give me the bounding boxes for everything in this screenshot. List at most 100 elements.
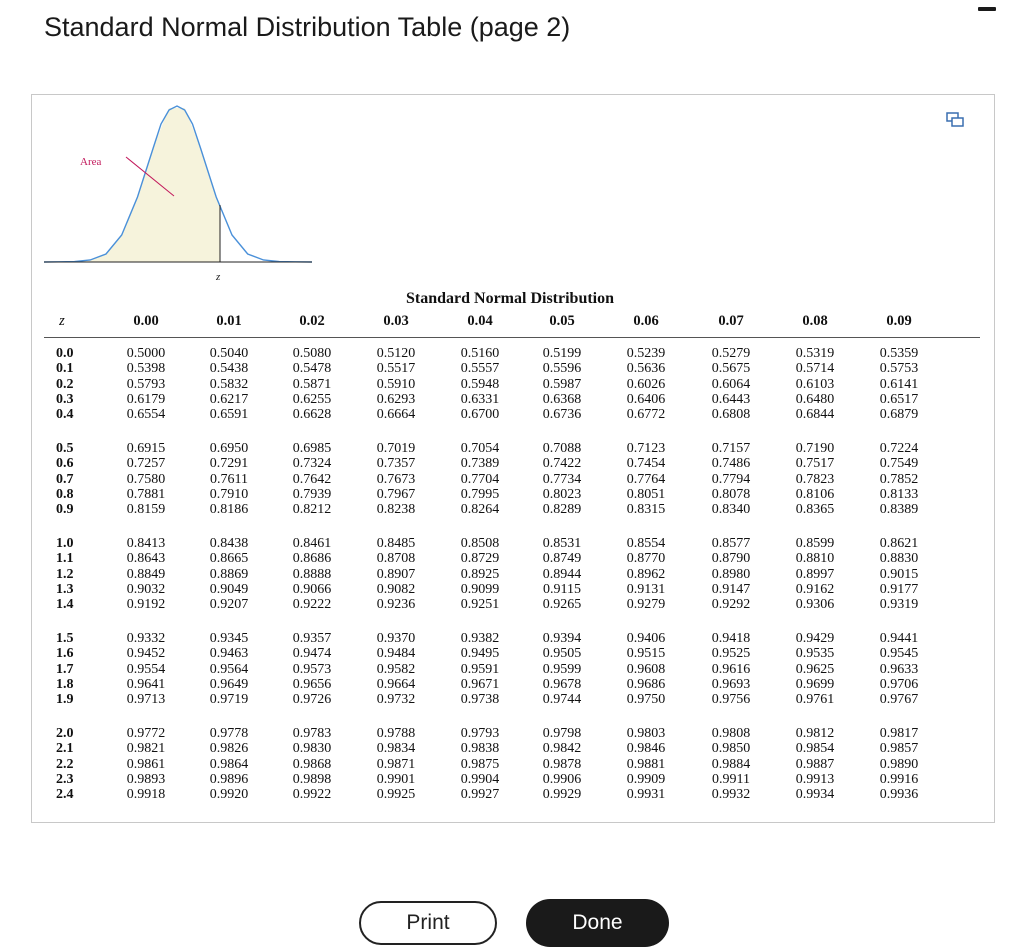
minimize-icon[interactable] [978,7,996,11]
z-value: 1.5 [56,631,74,646]
z-value: 2.3 [56,771,74,787]
row-group: 0.5 0.6915 0.6950 0.6985 0.7019 0.7054 0.7088 0… [0,441,1024,536]
z-value: 0.1 [56,361,74,377]
probability-cell: 0.6480 [795,391,835,407]
probability-cell: 0.8925 [460,566,500,582]
probability-cell: 0.8869 [209,566,249,582]
probability-cell: 0.6915 [126,441,166,456]
probability-cell: 0.7852 [879,471,919,487]
probability-cell: 0.9015 [879,566,919,582]
probability-cell: 0.9418 [711,631,751,646]
probability-cell: 0.6179 [126,391,166,407]
probability-cell: 0.8907 [376,566,416,582]
probability-cell: 0.9207 [209,597,249,612]
probability-cell: 0.5910 [376,376,416,392]
probability-cell: 0.9783 [292,726,332,741]
probability-cell: 0.7673 [376,471,416,487]
probability-cell: 0.7517 [795,456,835,472]
row-group: 0.0 0.5000 0.5040 0.5080 0.5120 0.5160 0.5199 0… [0,346,1024,441]
probability-cell: 0.9463 [209,646,249,662]
probability-cell: 0.9920 [209,787,249,802]
probability-cell: 0.5753 [879,361,919,377]
table-row: 1.3 0.9032 0.9049 0.9066 0.9082 0.9099 0.9115 0… [0,582,1024,597]
table-row: 0.7 0.7580 0.7611 0.7642 0.7673 0.7704 0.7734 0… [0,472,1024,487]
probability-cell: 0.5948 [460,376,500,392]
probability-cell: 0.9495 [460,646,500,662]
probability-cell: 0.5398 [126,361,166,377]
probability-cell: 0.9767 [879,692,919,707]
shaded-area [44,108,220,262]
probability-cell: 0.9452 [126,646,166,662]
probability-cell: 0.9901 [376,771,416,787]
probability-cell: 0.5517 [376,361,416,377]
table-row: 0.1 0.5398 0.5438 0.5478 0.5517 0.5557 0.5596 0… [0,361,1024,376]
popout-icon[interactable] [946,111,964,127]
probability-cell: 0.8749 [542,551,582,567]
probability-cell: 0.6950 [209,441,249,456]
probability-cell: 0.9082 [376,581,416,597]
probability-cell: 0.8106 [795,486,835,502]
probability-cell: 0.9693 [711,676,751,692]
done-button[interactable]: Done [526,899,669,947]
probability-cell: 0.9927 [460,787,500,802]
probability-cell: 0.9750 [626,692,666,707]
probability-cell: 0.9834 [376,741,416,757]
probability-cell: 0.8078 [711,486,751,502]
probability-cell: 0.8997 [795,566,835,582]
probability-cell: 0.5557 [460,361,500,377]
probability-cell: 0.9793 [460,726,500,741]
probability-cell: 0.9441 [879,631,919,646]
probability-cell: 0.9664 [376,676,416,692]
probability-cell: 0.9838 [460,741,500,757]
column-header: 0.03 [383,313,409,329]
z-value: 0.4 [56,407,74,422]
probability-cell: 0.9656 [292,676,332,692]
probability-cell: 0.9345 [209,631,249,646]
probability-cell: 0.6368 [542,391,582,407]
probability-cell: 0.9625 [795,661,835,677]
probability-cell: 0.9582 [376,661,416,677]
probability-cell: 0.8729 [460,551,500,567]
probability-cell: 0.7823 [795,471,835,487]
probability-cell: 0.8340 [711,502,751,517]
probability-cell: 0.9279 [626,597,666,612]
z-value: 1.8 [56,676,74,692]
probability-cell: 0.9319 [879,597,919,612]
row-group: 2.0 0.9772 0.9778 0.9783 0.9788 0.9793 0.9798 0… [0,726,1024,821]
probability-cell: 0.5080 [292,346,332,361]
probability-cell: 0.9382 [460,631,500,646]
column-header: 0.09 [886,313,912,329]
probability-cell: 0.9564 [209,661,249,677]
probability-cell: 0.9857 [879,741,919,757]
z-value: 1.6 [56,646,74,662]
probability-cell: 0.6255 [292,391,332,407]
row-group: 1.5 0.9332 0.9345 0.9357 0.9370 0.9382 0.9394 0… [0,631,1024,726]
print-button[interactable]: Print [359,901,497,945]
probability-cell: 0.9934 [795,787,835,802]
probability-cell: 0.7454 [626,456,666,472]
probability-cell: 0.7939 [292,486,332,502]
probability-cell: 0.9032 [126,581,166,597]
probability-cell: 0.9525 [711,646,751,662]
probability-cell: 0.9370 [376,631,416,646]
probability-cell: 0.9817 [879,726,919,741]
probability-cell: 0.6664 [376,407,416,422]
page-title: Standard Normal Distribution Table (page… [44,12,571,42]
probability-cell: 0.6217 [209,391,249,407]
z-column-header: z [59,313,65,329]
probability-cell: 0.9545 [879,646,919,662]
probability-cell: 0.9931 [626,787,666,802]
probability-cell: 0.7224 [879,441,919,456]
table-row: 2.0 0.9772 0.9778 0.9783 0.9788 0.9793 0.9798 0… [0,726,1024,741]
probability-cell: 0.6808 [711,407,751,422]
probability-cell: 0.9236 [376,597,416,612]
probability-cell: 0.9591 [460,661,500,677]
probability-cell: 0.8770 [626,551,666,567]
normal-curve [44,105,313,263]
table-row: 1.6 0.9452 0.9463 0.9474 0.9484 0.9495 0.9505 0… [0,646,1024,661]
probability-cell: 0.9904 [460,771,500,787]
table-row: 0.5 0.6915 0.6950 0.6985 0.7019 0.7054 0.7088 0… [0,441,1024,456]
area-pointer [125,156,175,197]
probability-cell: 0.9906 [542,771,582,787]
probability-cell: 0.9871 [376,756,416,772]
